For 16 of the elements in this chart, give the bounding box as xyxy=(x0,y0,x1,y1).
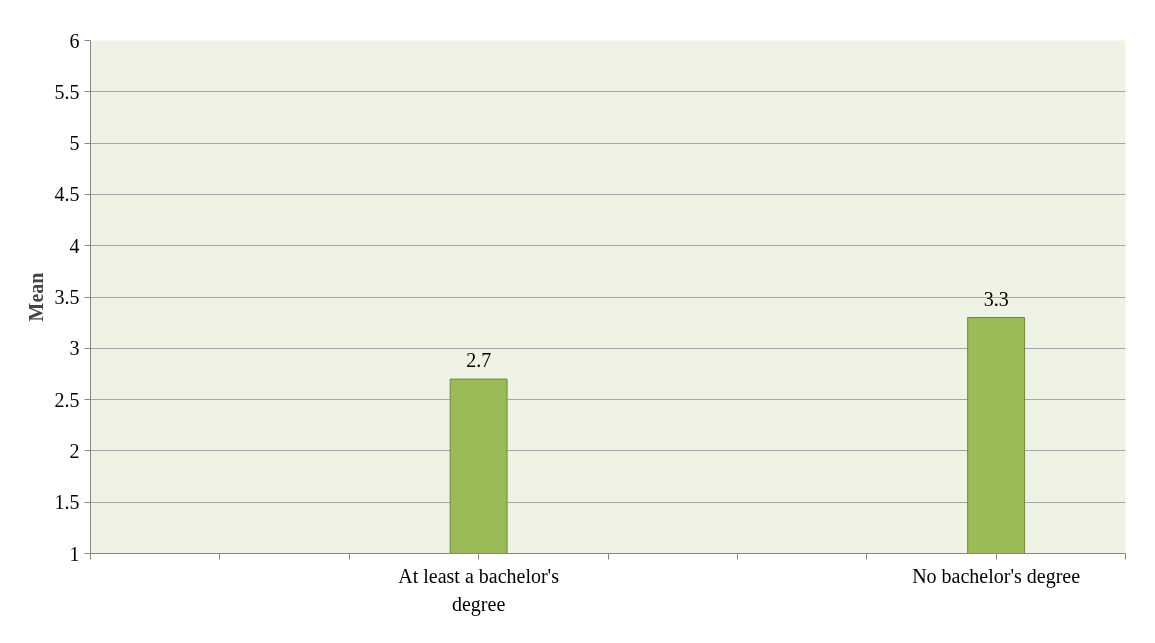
y-tick-label: 4 xyxy=(69,234,80,257)
y-tick-label: 5.5 xyxy=(54,80,80,103)
x-tick-label: No bachelor's degree xyxy=(912,564,1081,588)
y-tick-label: 2 xyxy=(69,439,80,462)
y-tick-label: 1.5 xyxy=(54,491,80,514)
y-tick-label: 4.5 xyxy=(54,183,80,206)
y-tick-label: 2.5 xyxy=(54,388,80,411)
y-tick-label: 5 xyxy=(69,132,80,155)
y-tick-label: 6 xyxy=(69,29,80,52)
data-label: 3.3 xyxy=(983,287,1009,310)
y-axis-title: Mean xyxy=(24,272,47,322)
y-tick-label: 1 xyxy=(69,542,80,565)
y-tick-label: 3 xyxy=(69,337,80,360)
y-tick-label: 3.5 xyxy=(54,286,80,308)
x-tick-label: At least a bachelor's degree xyxy=(398,564,560,617)
data-label: 2.7 xyxy=(466,349,492,372)
